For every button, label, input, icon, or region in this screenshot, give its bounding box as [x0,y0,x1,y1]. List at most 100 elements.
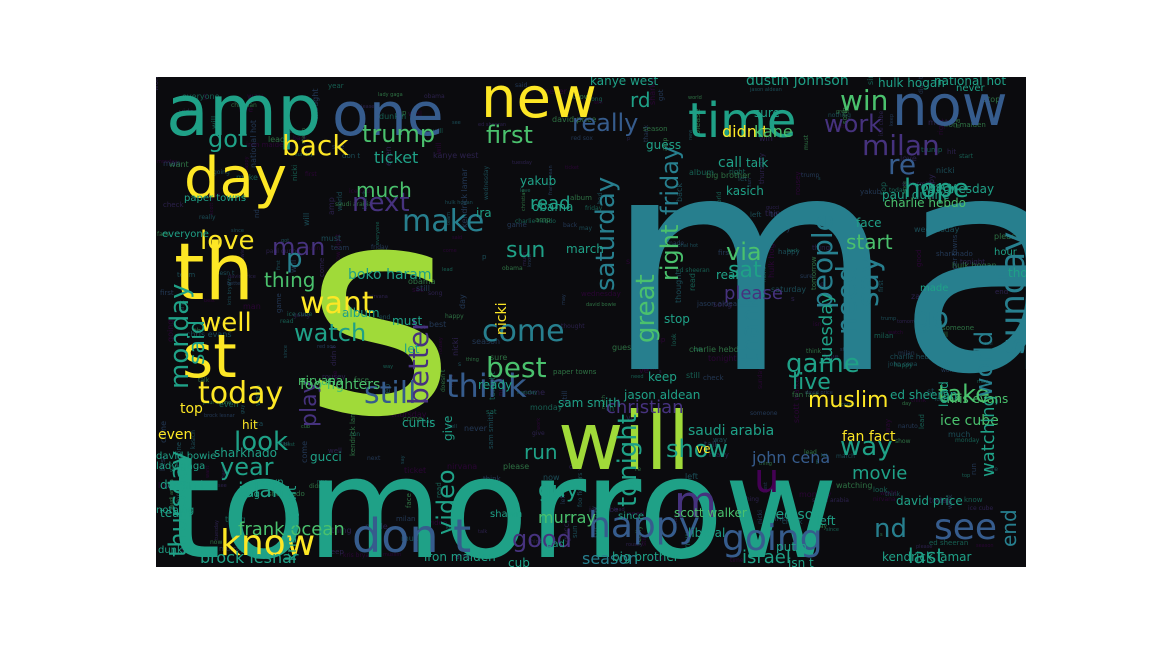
filler-word: love [900,154,917,163]
filler-word: gucci [562,521,571,542]
filler-word: got [657,89,665,101]
filler-word: take [632,221,641,238]
filler-word: win [594,100,603,106]
filler-word: nicki [936,166,955,175]
word-don-t: don t [352,509,471,563]
filler-word: lead [614,507,625,513]
filler-word: kris bryant [343,552,376,559]
filler-word: give [532,430,545,437]
filler-word: hulk hogan [767,233,776,278]
filler-word: today [929,496,952,505]
filler-word: rousey [626,542,643,548]
filler-word: song [588,96,603,103]
word-take: take [938,380,990,408]
filler-word: thank [454,516,463,539]
word-look: look [234,427,288,457]
word-isn-t: isn t [788,556,814,567]
word-read: read [530,193,571,214]
word-scott-walker: scott walker [674,506,747,520]
filler-word: curtis [833,124,847,130]
filler-word: nothing [736,496,759,503]
filler-word: year [328,82,344,90]
filler-word: keep [383,384,392,403]
word-guess: guess [646,138,681,152]
word-saturday: saturday [591,177,621,291]
word-year: year [220,453,274,481]
filler-word: talk [198,377,210,384]
word-nicki: nicki [494,303,510,335]
filler-word: monday [955,437,980,444]
filler-word: david price [805,390,833,396]
filler-word: got [169,463,182,472]
filler-word: way [884,419,892,433]
filler-word: said [452,235,462,241]
filler-word: never [464,424,488,433]
word-never: never [956,83,986,94]
filler-word: ticket [404,466,426,475]
filler-word: run [970,463,978,475]
filler-word: happy [445,313,464,320]
word-good: good [512,525,572,553]
word-m: m [674,477,717,528]
filler-word: someone [750,410,778,417]
word-show: show [666,435,728,463]
filler-word: amp [535,216,551,224]
filler-word: new [688,130,694,140]
filler-word: know [683,531,692,553]
filler-word: ice cube [878,111,885,136]
filler-word: sure [800,273,813,280]
filler-word: doesn t [440,369,447,392]
filler-word: sunday [757,367,764,389]
word-win: win [840,84,888,117]
filler-word: please [916,544,932,550]
filler-word: back [293,135,308,142]
word-made: made [920,283,948,294]
filler-word: muslim [383,552,401,558]
filler-word: album [570,194,592,202]
filler-word: love [174,489,183,506]
filler-word: kasich [854,295,863,320]
filler-word: since [283,345,289,358]
filler-word: amp [455,552,473,561]
filler-word: re [700,205,705,211]
filler-word: rousey [794,171,802,195]
filler-word: isn t [813,321,827,328]
filler-word: nd [253,209,261,218]
word-trump: trump [362,120,435,148]
filler-word: big brother [706,171,751,180]
filler-word: happy [927,174,936,199]
filler-word: happy [894,362,913,369]
filler-word: sun [747,178,753,187]
filler-word: team [446,212,452,225]
filler-word: day [371,317,384,325]
filler-word: song [428,290,443,297]
filler-word: kasich [362,190,369,209]
filler-word: think [483,475,502,483]
filler-word: way [247,92,263,101]
filler-word: sun [571,525,579,538]
word-guy: guy [538,478,579,503]
word-lead: lead [937,381,951,407]
filler-word: shawn [301,128,307,144]
filler-word: red sox [317,344,335,350]
word-great: great [631,274,661,343]
word-dustin-johnson: dustin johnson [746,77,849,89]
filler-word: thought [561,323,585,330]
filler-word: call [984,341,993,347]
filler-word: david bowie [240,249,246,279]
filler-word: tomorrow night [335,233,342,280]
word-see: see [934,507,997,548]
filler-word: nicki [291,165,299,181]
filler-word: kendrick lamar [349,404,357,456]
word-ready: ready [478,378,512,392]
filler-word: work [156,77,160,91]
filler-word: isn t [925,283,934,300]
filler-word: stop [673,514,679,525]
word-murray: murray [538,508,596,527]
filler-word: check [782,518,803,526]
word-let: let [404,342,420,356]
word-think: think [446,367,527,405]
filler-word: right [937,118,945,135]
word-even: even [158,427,192,443]
filler-word: thing [844,352,865,361]
